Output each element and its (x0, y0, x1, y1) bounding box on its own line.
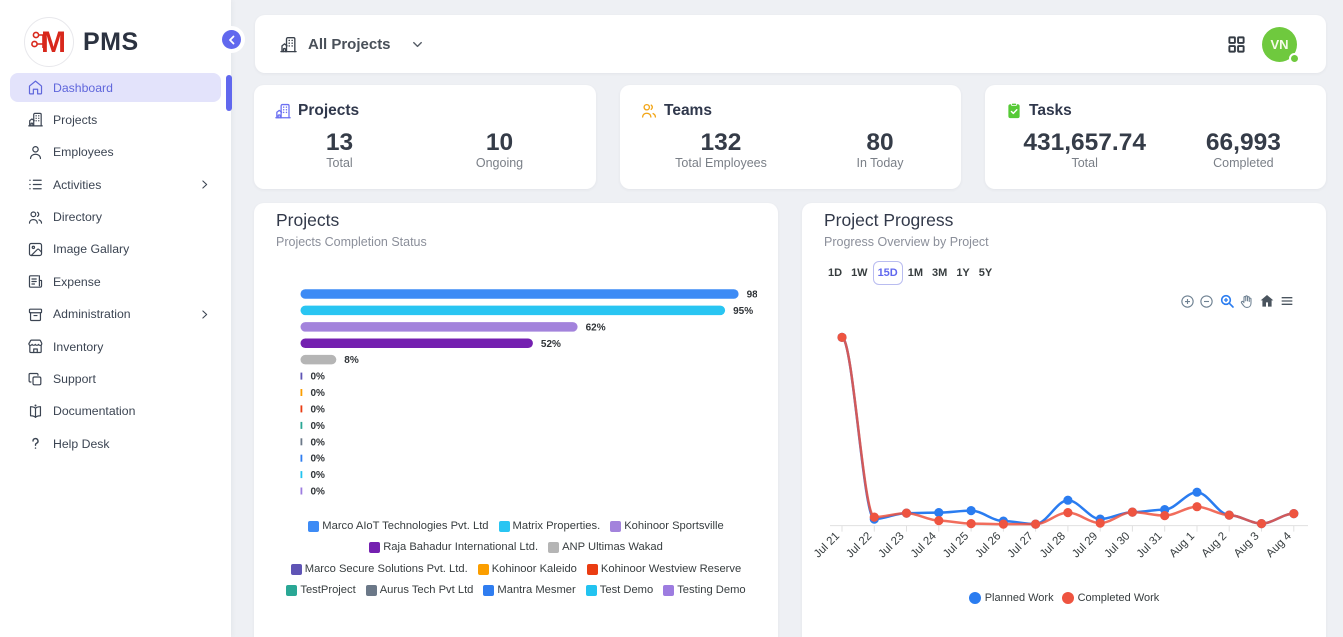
svg-text:62%: 62% (586, 322, 606, 333)
svg-text:Jul 28: Jul 28 (1038, 530, 1068, 560)
svg-text:Aug 1: Aug 1 (1167, 530, 1197, 560)
svg-text:0%: 0% (311, 437, 326, 448)
svg-text:Jul 22: Jul 22 (844, 530, 874, 560)
svg-text:Jul 29: Jul 29 (1070, 530, 1100, 560)
svg-text:M: M (41, 26, 66, 59)
svg-text:95%: 95% (733, 306, 753, 317)
svg-text:0%: 0% (311, 404, 326, 415)
svg-text:Aug 4: Aug 4 (1264, 530, 1294, 560)
svg-text:0%: 0% (311, 487, 326, 498)
svg-text:0%: 0% (311, 372, 326, 383)
svg-text:Jul 24: Jul 24 (909, 530, 940, 561)
svg-text:Jul 23: Jul 23 (876, 530, 906, 560)
svg-text:98%: 98% (747, 290, 757, 301)
svg-text:8%: 8% (344, 355, 359, 366)
svg-text:Jul 27: Jul 27 (1006, 530, 1036, 560)
svg-text:0%: 0% (311, 421, 326, 432)
svg-text:Jul 21: Jul 21 (812, 530, 842, 560)
svg-text:Aug 3: Aug 3 (1232, 530, 1262, 560)
svg-text:52%: 52% (541, 339, 561, 350)
svg-text:Jul 30: Jul 30 (1102, 530, 1132, 560)
svg-text:0%: 0% (311, 470, 326, 481)
svg-text:Jul 26: Jul 26 (973, 530, 1003, 560)
svg-text:0%: 0% (311, 388, 326, 399)
svg-text:Jul 25: Jul 25 (941, 530, 971, 560)
svg-text:Aug 2: Aug 2 (1200, 530, 1230, 560)
svg-text:Jul 31: Jul 31 (1135, 530, 1165, 560)
svg-text:0%: 0% (311, 454, 326, 465)
